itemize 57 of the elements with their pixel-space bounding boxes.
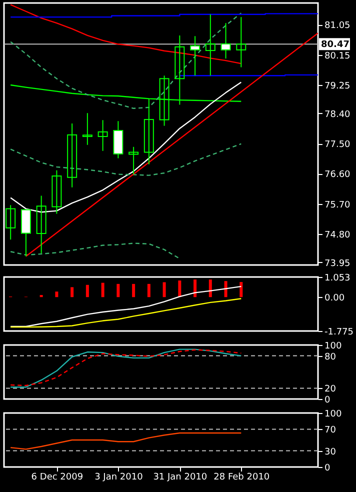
bar: [162, 282, 166, 298]
y-tick-label: 70: [324, 426, 336, 436]
line-series: [10, 298, 242, 328]
candlestick: [236, 16, 246, 68]
candlestick: [128, 146, 139, 175]
bar: [240, 282, 243, 298]
x-tick-label: 6 Dec 2009: [31, 472, 84, 482]
y-tick-label: 100: [324, 342, 342, 352]
line-series: [10, 143, 242, 176]
y-tick-label: 78.40: [324, 110, 351, 120]
bar: [132, 284, 136, 298]
candlestick: [113, 120, 124, 159]
y-tick-label: 0: [324, 464, 330, 474]
line-series: [10, 432, 242, 450]
y-tick-label: 100: [324, 410, 342, 420]
x-tick-label: 31 Jan 2010: [153, 472, 208, 482]
bar: [147, 284, 150, 298]
candlestick: [98, 120, 108, 152]
x-tick-label: 28 Feb 2010: [214, 472, 270, 482]
y-tick-label: 0: [324, 396, 330, 406]
y-tick-label: 20: [324, 384, 336, 395]
bar: [101, 282, 104, 298]
ref-line-label: 80.47: [321, 40, 350, 50]
y-tick-label: 80: [324, 352, 336, 362]
bar: [178, 280, 182, 298]
y-tick-label: 74.80: [324, 230, 351, 240]
candlestick: [67, 122, 78, 188]
bar: [86, 284, 89, 298]
candlestick: [52, 170, 62, 214]
bar: [55, 292, 58, 298]
bar: [194, 280, 197, 298]
y-tick-label: 77.50: [324, 140, 351, 150]
y-tick-label: 1.053: [324, 274, 350, 284]
line-series: [10, 286, 242, 328]
x-tick-label: 3 Jan 2010: [94, 472, 144, 482]
bar: [208, 280, 212, 298]
candlestick: [82, 112, 92, 146]
line-series: [10, 242, 180, 260]
bar: [116, 284, 120, 298]
y-tick-label: 76.60: [324, 170, 351, 180]
candlestick: [220, 22, 231, 60]
line-series: [10, 4, 242, 64]
y-tick-label: -1.775: [324, 328, 354, 338]
bar: [70, 287, 74, 298]
bar: [224, 281, 228, 298]
y-tick-label: 75.70: [324, 200, 351, 210]
y-tick-label: 79.25: [324, 81, 350, 92]
candlestick: [6, 204, 16, 240]
candlestick: [36, 195, 46, 254]
y-tick-label: 80.15: [324, 51, 350, 62]
y-tick-label: 73.95: [324, 258, 350, 269]
y-tick-label: 81.05: [324, 21, 350, 32]
candlestick: [190, 36, 200, 76]
candlestick: [205, 14, 216, 76]
y-tick-label: 0.00: [324, 294, 345, 304]
y-tick-label: 30: [324, 447, 336, 458]
line-series: [10, 12, 242, 109]
